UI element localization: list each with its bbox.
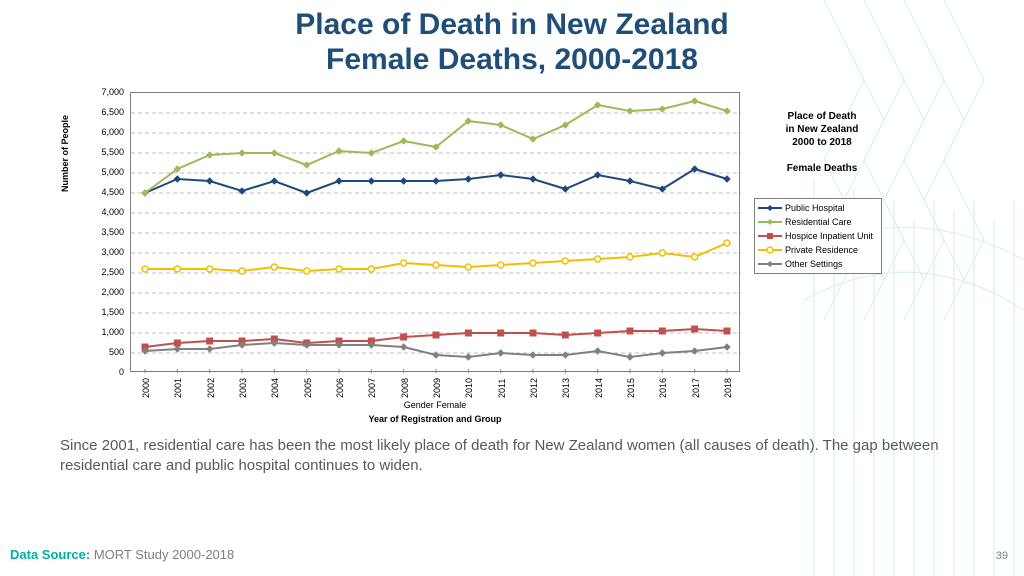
legend-label: Residential Care (785, 217, 852, 227)
y-tick-label: 2,000 (84, 287, 124, 297)
y-tick-label: 4,500 (84, 187, 124, 197)
x-tick-label: 2001 (173, 378, 183, 398)
x-tick-label: 2003 (238, 378, 248, 398)
x-tick-label: 2004 (270, 378, 280, 398)
x-tick-label: 2006 (335, 378, 345, 398)
x-tick-label: 2005 (303, 378, 313, 398)
chart-side-title: Place of Deathin New Zealand2000 to 2018… (762, 110, 882, 175)
y-tick-label: 3,000 (84, 247, 124, 257)
y-tick-label: 2,500 (84, 267, 124, 277)
x-tick-label: 2013 (561, 378, 571, 398)
y-tick-label: 4,000 (84, 207, 124, 217)
plot-area (130, 92, 740, 372)
y-tick-label: 1,500 (84, 307, 124, 317)
y-axis-label: Number of People (60, 115, 70, 192)
x-tick-label: 2000 (141, 378, 151, 398)
y-tick-label: 1,000 (84, 327, 124, 337)
data-source: Data Source: MORT Study 2000-2018 (10, 547, 234, 562)
data-source-label: Data Source: (10, 547, 94, 562)
legend-label: Private Residence (785, 245, 858, 255)
x-tick-label: 2008 (400, 378, 410, 398)
legend: Public Hospital Residential Care Hospice I… (754, 198, 882, 274)
x-axis-sublabel: Gender Female (130, 400, 740, 410)
x-tick-label: 2002 (206, 378, 216, 398)
legend-item: Hospice Inpatient Unit (758, 229, 878, 243)
y-tick-label: 7,000 (84, 87, 124, 97)
x-tick-label: 2009 (432, 378, 442, 398)
x-tick-label: 2012 (529, 378, 539, 398)
x-tick-label: 2015 (626, 378, 636, 398)
legend-label: Hospice Inpatient Unit (785, 231, 873, 241)
x-tick-label: 2007 (367, 378, 377, 398)
y-tick-label: 0 (84, 367, 124, 377)
legend-item: Public Hospital (758, 201, 878, 215)
legend-swatch (758, 231, 782, 241)
legend-swatch (758, 217, 782, 227)
chart-container: Number of People 05001,0001,5002,0002,50… (66, 92, 826, 422)
title-line-1: Place of Death in New Zealand (295, 8, 728, 41)
slide: Place of Death in New Zealand Female Dea… (0, 0, 1024, 576)
legend-item: Other Settings (758, 257, 878, 271)
legend-swatch (758, 203, 782, 213)
y-tick-label: 5,000 (84, 167, 124, 177)
x-tick-label: 2018 (723, 378, 733, 398)
x-tick-label: 2010 (464, 378, 474, 398)
chart-svg (131, 93, 741, 373)
title-line-2: Female Deaths, 2000-2018 (326, 43, 698, 76)
x-tick-label: 2011 (497, 379, 507, 398)
x-tick-label: 2016 (658, 378, 668, 398)
y-tick-label: 5,500 (84, 147, 124, 157)
page-number: 39 (996, 550, 1008, 562)
x-tick-label: 2017 (691, 378, 701, 398)
y-tick-label: 6,500 (84, 107, 124, 117)
decorative-pattern (804, 0, 1024, 576)
y-tick-label: 500 (84, 347, 124, 357)
legend-item: Residential Care (758, 215, 878, 229)
y-tick-label: 6,000 (84, 127, 124, 137)
y-tick-label: 3,500 (84, 227, 124, 237)
caption-text: Since 2001, residential care has been th… (60, 436, 960, 477)
legend-label: Public Hospital (785, 203, 845, 213)
data-source-value: MORT Study 2000-2018 (94, 547, 234, 562)
x-axis-label: Year of Registration and Group (130, 414, 740, 424)
x-tick-label: 2014 (594, 378, 604, 398)
legend-swatch (758, 245, 782, 255)
legend-label: Other Settings (785, 259, 843, 269)
legend-swatch (758, 259, 782, 269)
slide-title: Place of Death in New Zealand Female Dea… (0, 8, 1024, 77)
legend-item: Private Residence (758, 243, 878, 257)
